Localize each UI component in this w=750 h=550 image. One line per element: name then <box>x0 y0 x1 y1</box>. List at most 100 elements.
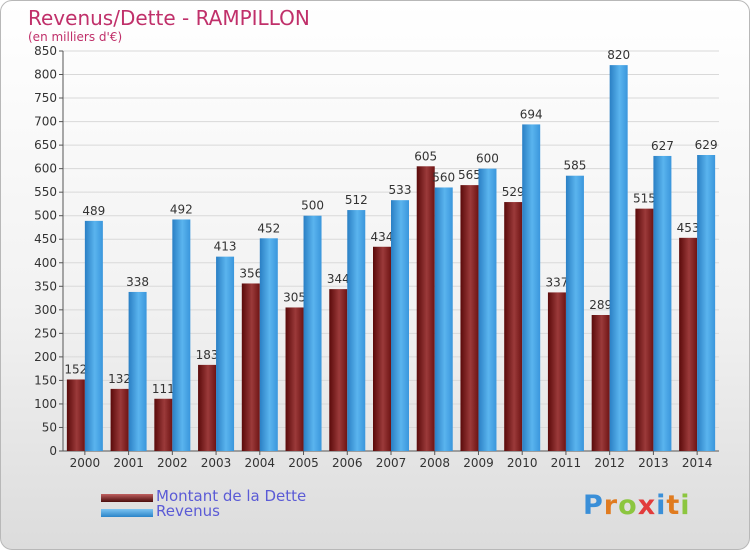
y-tick-label: 700 <box>34 115 57 129</box>
bar-dette <box>635 208 654 451</box>
data-label-revenus: 512 <box>345 193 368 207</box>
x-tick-label: 2001 <box>113 456 144 470</box>
data-label-revenus: 413 <box>214 240 237 254</box>
data-label-revenus: 627 <box>651 139 674 153</box>
bar-dette <box>504 202 523 451</box>
x-tick-label: 2011 <box>551 456 582 470</box>
x-tick-label: 2009 <box>463 456 494 470</box>
y-tick-label: 0 <box>49 444 57 458</box>
y-tick-label: 350 <box>34 279 57 293</box>
bar-revenus <box>697 155 716 451</box>
y-tick-label: 300 <box>34 303 57 317</box>
logo-letter: r <box>603 490 619 521</box>
x-tick-label: 2003 <box>201 456 232 470</box>
bar-dette <box>154 398 173 451</box>
bar-revenus <box>434 187 453 451</box>
data-label-revenus: 585 <box>563 159 586 173</box>
bar-revenus <box>478 168 497 451</box>
bar-dette <box>591 315 610 451</box>
data-label-dette: 356 <box>239 266 262 280</box>
y-tick-label: 800 <box>34 68 57 82</box>
bar-dette <box>198 364 217 451</box>
logo-letter: P <box>583 490 604 521</box>
x-tick-label: 2002 <box>157 456 188 470</box>
legend-swatch-revenus <box>101 509 153 517</box>
bar-dette <box>285 307 304 451</box>
data-label-dette: 305 <box>283 290 306 304</box>
bar-revenus <box>391 200 409 451</box>
y-tick-label: 400 <box>34 256 57 270</box>
bar-dette <box>373 246 391 451</box>
y-tick-label: 50 <box>42 420 57 434</box>
y-tick-label: 650 <box>34 138 57 152</box>
bar-dette <box>110 388 129 451</box>
bar-revenus <box>303 215 322 451</box>
x-tick-label: 2010 <box>507 456 538 470</box>
data-label-revenus: 533 <box>389 183 412 197</box>
data-label-revenus: 492 <box>170 202 193 216</box>
data-label-dette: 529 <box>502 185 525 199</box>
data-label-revenus: 338 <box>126 275 149 289</box>
bar-revenus <box>172 219 191 451</box>
bar-revenus <box>347 210 366 451</box>
proxiti-logo: Proxiti <box>583 490 691 521</box>
y-tick-label: 500 <box>34 209 57 223</box>
bar-revenus <box>609 65 628 451</box>
data-label-revenus: 820 <box>607 48 630 62</box>
bar-dette <box>241 283 260 451</box>
y-tick-label: 150 <box>34 373 57 387</box>
x-tick-label: 2004 <box>245 456 276 470</box>
x-tick-label: 2008 <box>419 456 450 470</box>
logo-letter: o <box>618 490 638 521</box>
y-tick-label: 250 <box>34 326 57 340</box>
bar-revenus <box>259 238 278 451</box>
data-label-revenus: 500 <box>301 199 324 213</box>
x-tick-label: 2013 <box>638 456 669 470</box>
y-tick-label: 550 <box>34 185 57 199</box>
x-tick-label: 2007 <box>376 456 407 470</box>
data-label-dette: 152 <box>64 362 87 376</box>
data-label-revenus: 694 <box>520 107 543 121</box>
chart-subtitle: (en milliers d'€) <box>28 30 123 44</box>
data-label-dette: 337 <box>545 275 568 289</box>
x-tick-label: 2014 <box>682 456 713 470</box>
y-tick-label: 600 <box>34 162 57 176</box>
data-label-dette: 289 <box>589 298 612 312</box>
y-tick-label: 750 <box>34 91 57 105</box>
data-label-dette: 111 <box>152 382 175 396</box>
data-label-dette: 344 <box>327 272 350 286</box>
x-tick-label: 2012 <box>594 456 625 470</box>
data-label-dette: 565 <box>458 168 481 182</box>
bar-revenus <box>565 175 584 452</box>
bar-dette <box>547 292 566 451</box>
bar-revenus <box>128 291 147 451</box>
bar-revenus <box>522 124 541 451</box>
bar-dette <box>679 237 698 451</box>
data-label-revenus: 600 <box>476 152 499 166</box>
data-label-dette: 453 <box>677 221 700 235</box>
legend-label-revenus: Revenus <box>156 502 220 520</box>
bar-dette <box>66 379 85 451</box>
x-tick-label: 2006 <box>332 456 363 470</box>
chart-title: Revenus/Dette - RAMPILLON <box>28 6 310 30</box>
x-tick-label: 2005 <box>288 456 319 470</box>
legend-label-dette: Montant de la Dette <box>156 487 307 505</box>
y-tick-label: 850 <box>34 44 57 58</box>
data-label-dette: 183 <box>196 348 219 362</box>
data-label-dette: 605 <box>414 149 437 163</box>
y-tick-label: 100 <box>34 397 57 411</box>
logo-letter: i <box>680 490 691 521</box>
y-tick-label: 200 <box>34 350 57 364</box>
data-label-revenus: 452 <box>257 221 280 235</box>
data-label-dette: 515 <box>633 192 656 206</box>
bar-revenus <box>653 155 672 452</box>
logo-letter: i <box>656 490 667 521</box>
data-label-revenus: 489 <box>82 204 105 218</box>
data-label-revenus: 560 <box>432 170 455 184</box>
logo-letter: x <box>637 490 657 521</box>
bar-dette <box>416 166 435 451</box>
x-tick-label: 2000 <box>70 456 101 470</box>
data-label-dette: 434 <box>371 230 394 244</box>
